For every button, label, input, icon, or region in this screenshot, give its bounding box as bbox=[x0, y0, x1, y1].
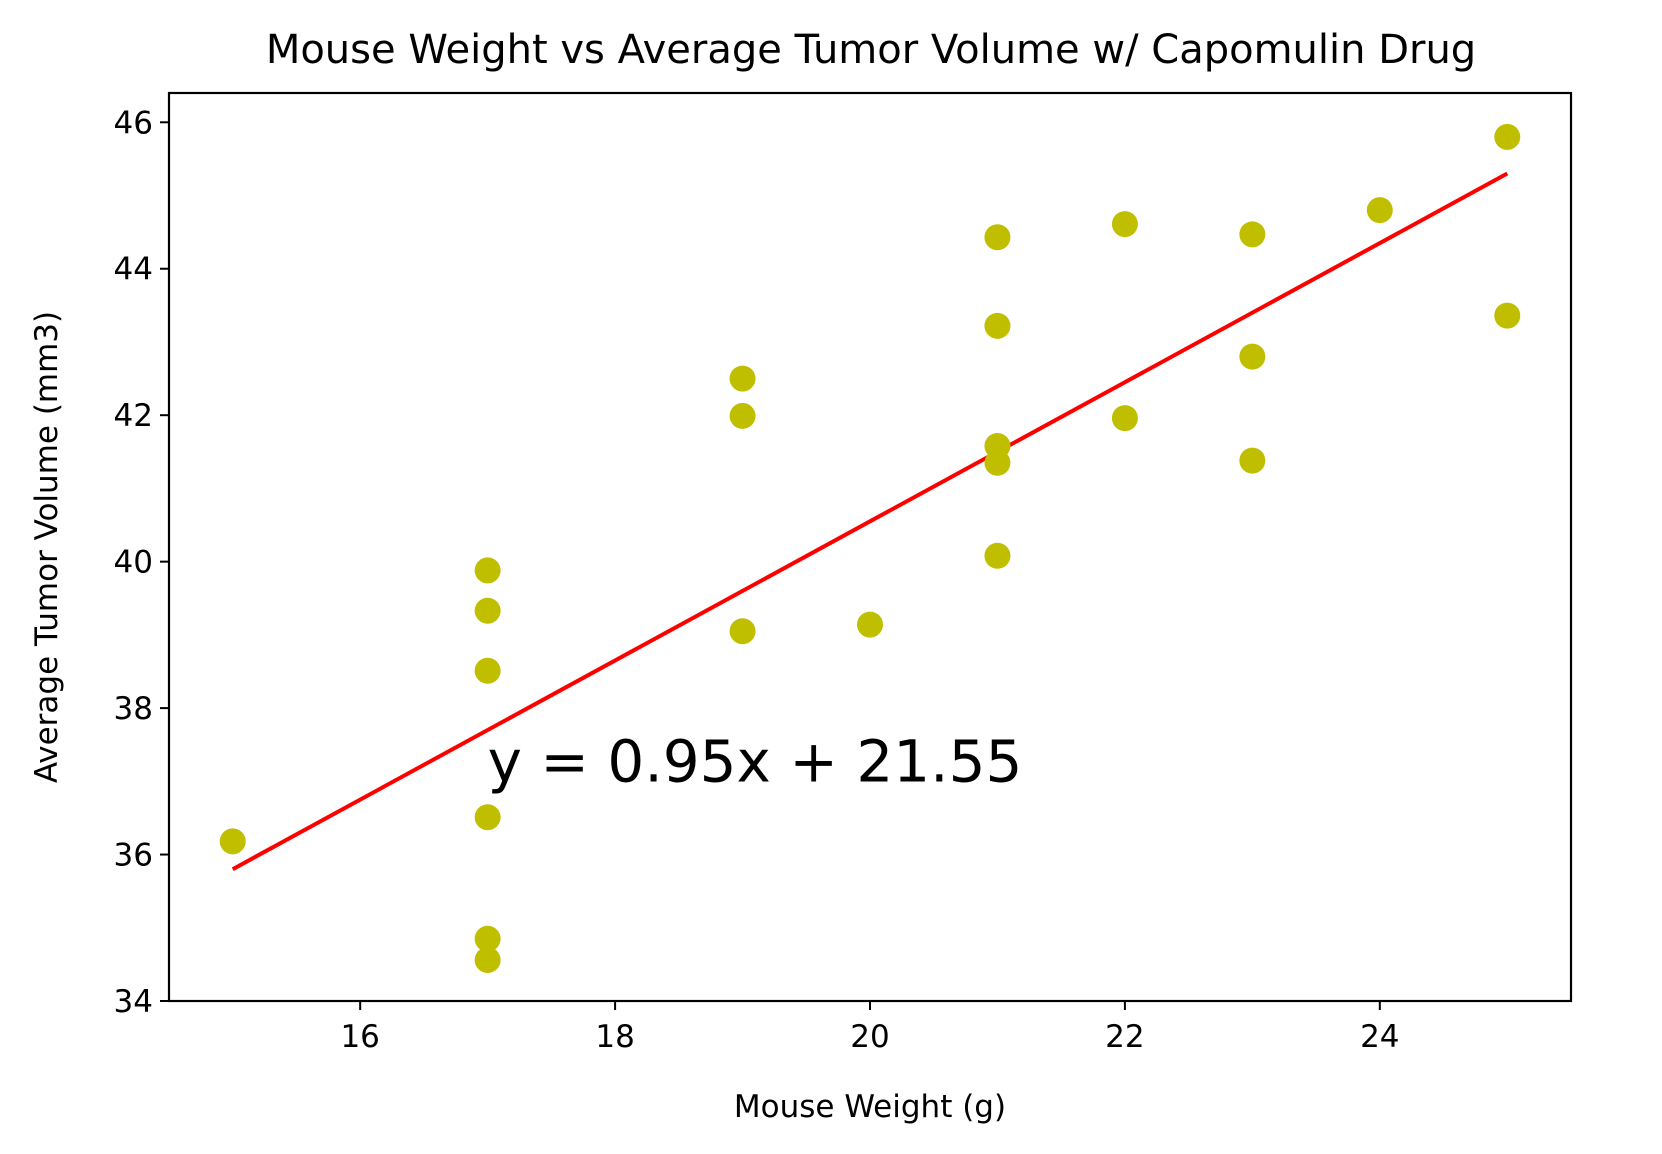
x-axis-label: Mouse Weight (g) bbox=[734, 1089, 1006, 1125]
data-point bbox=[474, 925, 501, 952]
data-point bbox=[729, 365, 756, 392]
x-tick-label: 16 bbox=[340, 1019, 379, 1055]
data-point bbox=[474, 557, 501, 584]
regression-line bbox=[231, 171, 1509, 871]
y-axis-label: Average Tumor Volume (mm3) bbox=[29, 311, 65, 783]
data-point bbox=[984, 542, 1011, 569]
data-point bbox=[474, 657, 501, 684]
data-point bbox=[1111, 211, 1138, 238]
data-point bbox=[474, 946, 501, 973]
data-point bbox=[219, 828, 246, 855]
data-point bbox=[1239, 221, 1266, 248]
data-point bbox=[984, 449, 1011, 476]
y-tick-label: 36 bbox=[114, 838, 153, 874]
data-point bbox=[1494, 123, 1521, 150]
regression-equation: y = 0.95x + 21.55 bbox=[488, 727, 1023, 795]
data-point bbox=[1239, 343, 1266, 370]
data-point bbox=[474, 597, 501, 624]
x-tick-label: 22 bbox=[1105, 1019, 1144, 1055]
data-point bbox=[984, 224, 1011, 251]
data-point bbox=[1494, 302, 1521, 329]
data-point bbox=[1366, 197, 1393, 224]
y-tick-label: 38 bbox=[114, 691, 153, 727]
x-tick-label: 18 bbox=[595, 1019, 634, 1055]
chart-title: Mouse Weight vs Average Tumor Volume w/ … bbox=[266, 27, 1476, 73]
data-point bbox=[1239, 447, 1266, 474]
y-tick-label: 34 bbox=[114, 984, 153, 1020]
x-tick-label: 20 bbox=[850, 1019, 889, 1055]
y-tick-label: 44 bbox=[114, 252, 153, 288]
data-point bbox=[474, 804, 501, 831]
data-point bbox=[1111, 405, 1138, 432]
y-tick-label: 46 bbox=[114, 105, 153, 141]
x-tick-label: 24 bbox=[1360, 1019, 1399, 1055]
y-tick-label: 40 bbox=[114, 545, 153, 581]
data-point bbox=[857, 611, 883, 638]
y-tick-label: 42 bbox=[114, 398, 153, 434]
data-point bbox=[729, 402, 756, 429]
data-point bbox=[729, 618, 756, 645]
data-point bbox=[984, 312, 1011, 339]
